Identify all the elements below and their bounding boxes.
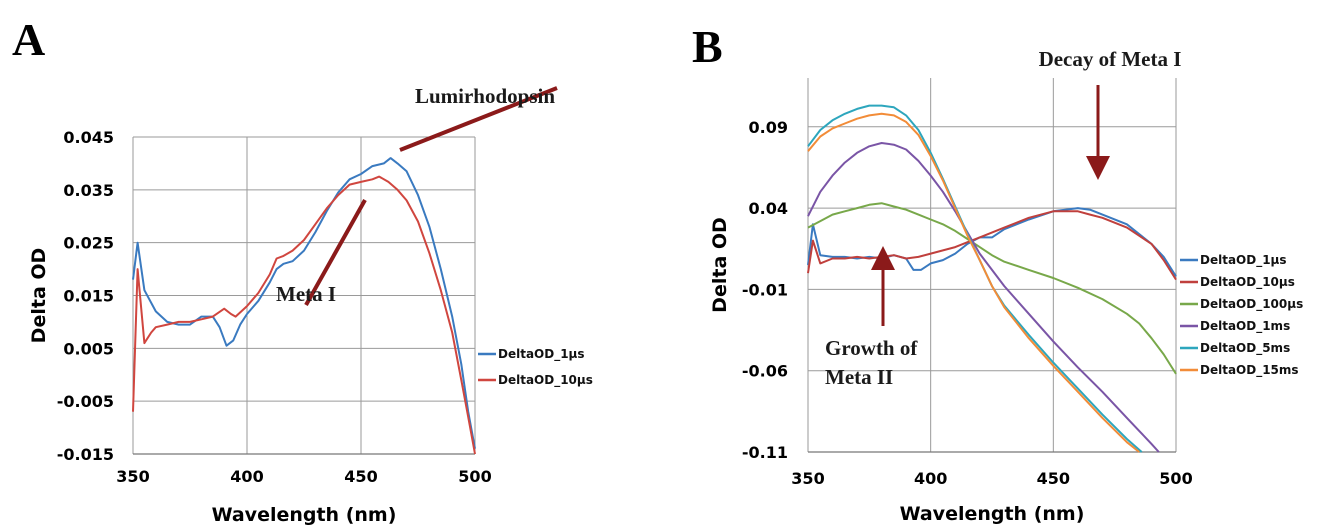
series-line-2 (807, 202, 1177, 375)
y-tick-label: 0.04 (749, 199, 788, 218)
y-tick-label: 0.035 (63, 181, 114, 200)
legend-label-4: DeltaOD_5ms (1200, 341, 1290, 356)
legend-label-0: DeltaOD_1µs (1200, 253, 1287, 268)
y-tick-label: -0.11 (742, 443, 788, 462)
y-tick-label: -0.06 (742, 362, 788, 381)
annotation-text: Meta II (825, 365, 893, 389)
annotation-pointer-line (399, 86, 558, 152)
x-tick-label: 500 (1159, 469, 1192, 488)
legend-label-1: DeltaOD_10µs (1200, 275, 1295, 290)
series-line-0 (807, 207, 1177, 277)
legend-label-2: DeltaOD_100µs (1200, 297, 1303, 312)
series-line-1 (807, 210, 1177, 281)
x-tick-label: 400 (230, 467, 263, 486)
y-tick-label: 0.045 (63, 128, 114, 147)
x-tick-label: 400 (914, 469, 947, 488)
annotation-text: Decay of Meta I (1039, 47, 1182, 71)
y-tick-label: -0.015 (57, 445, 114, 464)
y-axis-label: Delta OD (709, 217, 731, 313)
series-line-1 (132, 175, 476, 455)
x-tick-label: 450 (344, 467, 377, 486)
legend-label-5: DeltaOD_15ms (1200, 363, 1299, 378)
y-tick-label: -0.005 (57, 392, 114, 411)
y-tick-label: 0.015 (63, 287, 114, 306)
x-axis-label: Wavelength (nm) (900, 503, 1085, 525)
panel-label-b: B (692, 21, 723, 72)
y-tick-label: 0.005 (63, 339, 114, 358)
annotation-pointer-line (304, 199, 367, 306)
y-tick-label: -0.01 (742, 280, 788, 299)
x-tick-label: 500 (458, 467, 491, 486)
legend-label-3: DeltaOD_1ms (1200, 319, 1290, 334)
series-line-3 (807, 142, 1160, 453)
panel-label-a: A (12, 14, 45, 65)
x-tick-label: 350 (116, 467, 149, 486)
annotation-text: Lumirhodopsin (415, 84, 555, 108)
y-axis-label: Delta OD (28, 248, 50, 344)
y-tick-label: 0.09 (749, 118, 788, 137)
x-tick-label: 450 (1037, 469, 1070, 488)
series-line-0 (132, 157, 476, 449)
y-tick-label: 0.025 (63, 234, 114, 253)
annotation-text: Meta I (276, 282, 336, 306)
legend-label-1: DeltaOD_10µs (498, 373, 593, 388)
x-axis-label: Wavelength (nm) (212, 504, 397, 525)
series-line-4 (807, 104, 1143, 453)
series-line-5 (807, 112, 1140, 453)
legend-label-0: DeltaOD_1µs (498, 347, 585, 362)
x-tick-label: 350 (791, 469, 824, 488)
annotation-text: Growth of (825, 336, 918, 360)
